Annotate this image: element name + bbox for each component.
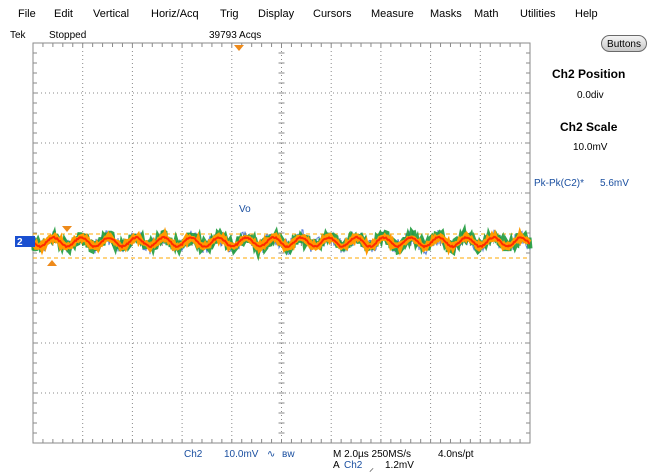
waveform-label: Vo: [239, 204, 251, 215]
menu-edit[interactable]: Edit: [54, 8, 73, 20]
menu-horiz-acq[interactable]: Horiz/Acq: [151, 8, 199, 20]
menu-help[interactable]: Help: [575, 8, 598, 20]
coupling-icon: ∿: [267, 449, 276, 460]
measurement-label: Pk-Pk(C2)*: [534, 178, 585, 189]
ch2-ground-marker[interactable]: 2: [15, 236, 35, 248]
ch2-position-value[interactable]: 0.0div: [577, 90, 604, 101]
buttons-button[interactable]: Buttons: [601, 35, 647, 52]
bottom-channel[interactable]: Ch2: [184, 449, 203, 460]
resolution-readout: 4.0ns/pt: [438, 449, 474, 460]
measurement-value: 5.6mV: [600, 178, 629, 189]
trace-core: [32, 235, 531, 249]
menu-utilities[interactable]: Utilities: [520, 8, 556, 20]
trigger-position-marker[interactable]: [234, 45, 244, 51]
menu-masks[interactable]: Masks: [430, 8, 462, 20]
menu-cursors[interactable]: Cursors: [313, 8, 352, 20]
trigger-level-marker-upper[interactable]: [62, 226, 72, 232]
ch2-scale-value[interactable]: 10.0mV: [573, 142, 608, 153]
trigger-prefix: A: [333, 460, 340, 471]
trigger-level-marker-lower[interactable]: [47, 260, 57, 266]
rising-edge-icon: ⸝: [369, 463, 374, 474]
ch2-scale-title: Ch2 Scale: [560, 120, 618, 134]
ch2-marker-label: 2: [17, 237, 23, 248]
trigger-level[interactable]: 1.2mV: [385, 460, 414, 471]
menu-math[interactable]: Math: [474, 8, 499, 20]
brand-label: Tek: [10, 30, 26, 41]
acquisition-count: 39793 Acqs: [209, 30, 262, 41]
menu-display[interactable]: Display: [258, 8, 295, 20]
waveform-trace: [30, 223, 533, 262]
timebase-readout[interactable]: M 2.0µs 250MS/s: [333, 449, 412, 460]
menu-vertical[interactable]: Vertical: [93, 8, 130, 20]
menu-measure[interactable]: Measure: [371, 8, 414, 20]
run-state: Stopped: [49, 30, 87, 41]
ch2-position-title: Ch2 Position: [552, 67, 626, 81]
menu-file[interactable]: File: [18, 8, 36, 20]
bottom-scale[interactable]: 10.0mV: [224, 449, 259, 460]
trigger-channel[interactable]: Ch2: [344, 460, 363, 471]
menu-bar: File Edit Vertical Horiz/Acq Trig Displa…: [0, 0, 653, 28]
bandwidth-limit: ʙw: [282, 449, 295, 460]
menu-trig[interactable]: Trig: [220, 8, 239, 20]
